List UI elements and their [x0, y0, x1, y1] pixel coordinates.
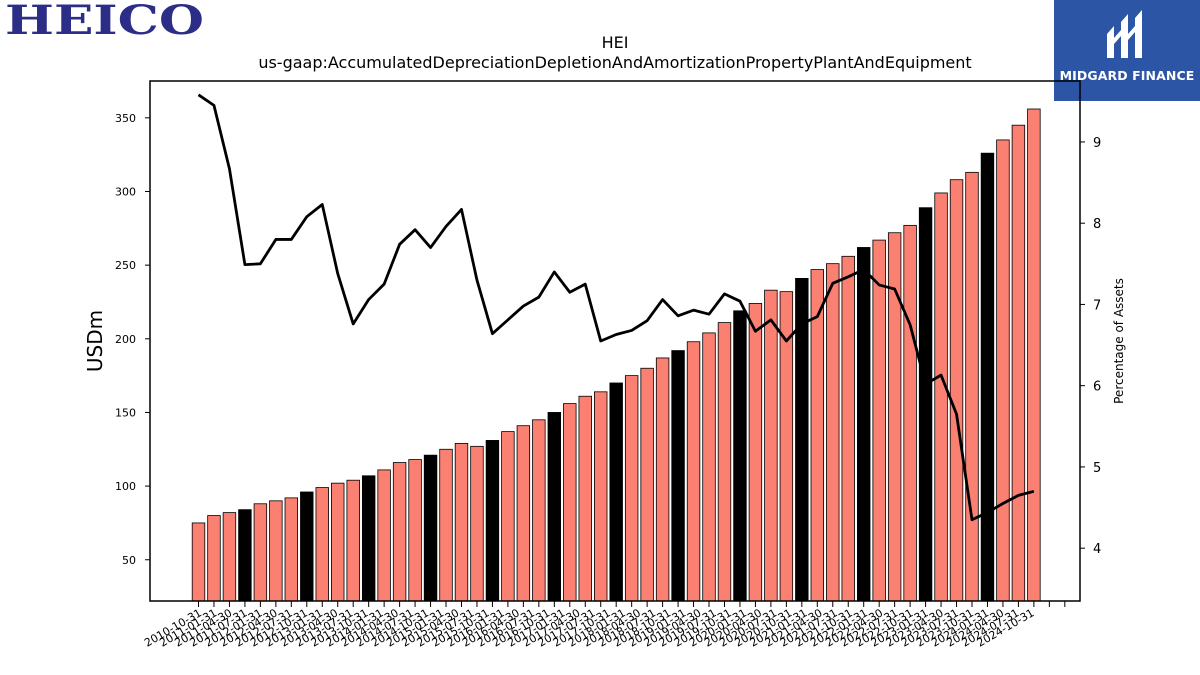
- percentage-line: [197, 93, 1035, 522]
- bar: [733, 310, 747, 602]
- bar: [764, 289, 778, 602]
- y-tick-label: 200: [115, 333, 136, 346]
- bar: [594, 391, 608, 602]
- y-tick-label: 300: [115, 185, 136, 198]
- bar: [934, 192, 948, 602]
- bar: [578, 395, 592, 602]
- bar: [269, 500, 283, 602]
- bar: [903, 224, 917, 602]
- bar: [485, 440, 500, 602]
- y-tick-label: 150: [115, 406, 136, 419]
- y2-tick-label: 7: [1093, 298, 1101, 313]
- bar: [454, 442, 469, 602]
- bar: [717, 322, 732, 602]
- bar: [253, 503, 268, 602]
- bar: [470, 445, 484, 602]
- bar: [408, 459, 422, 602]
- bar: [516, 425, 531, 602]
- heico-logo-mark: HEICO: [5, 0, 204, 44]
- y2-axis-label: Percentage of Assets: [1112, 278, 1126, 404]
- bar: [748, 303, 763, 602]
- bar: [1011, 124, 1026, 602]
- bar: [1027, 108, 1041, 602]
- bar: [300, 491, 314, 602]
- y-tick-label: 250: [115, 259, 136, 272]
- y-tick-label: 50: [122, 554, 136, 567]
- y2-tick-label: 9: [1093, 136, 1101, 151]
- bar: [238, 509, 252, 602]
- bar: [222, 512, 237, 602]
- bar: [207, 515, 221, 602]
- bar: [315, 487, 329, 602]
- y-tick-label: 100: [115, 480, 136, 493]
- chart-title: HEI: [602, 33, 629, 52]
- bar: [640, 367, 654, 602]
- midgard-finance-label: MIDGARD FINANCE: [1059, 68, 1195, 83]
- bar: [624, 375, 639, 602]
- bar: [841, 255, 855, 602]
- bar: [547, 412, 562, 602]
- y2-tick-label: 4: [1093, 542, 1101, 557]
- bar: [918, 207, 933, 602]
- bar: [563, 403, 577, 602]
- bar: [284, 497, 299, 602]
- bar: [609, 382, 623, 602]
- midgard-m-icon: [1107, 10, 1142, 58]
- bar: [686, 341, 701, 602]
- plot-frame: [149, 80, 1081, 602]
- bar: [532, 419, 546, 602]
- chart-subtitle: us-gaap:AccumulatedDepreciationDepletion…: [258, 53, 971, 72]
- bar: [346, 479, 360, 602]
- bar: [980, 152, 995, 602]
- bar: [331, 482, 345, 602]
- bar: [501, 431, 515, 602]
- bar: [361, 475, 376, 602]
- bar: [392, 462, 407, 602]
- bar: [191, 522, 206, 602]
- bar: [377, 469, 391, 602]
- heico-logo-text: HEICO: [5, 2, 204, 42]
- y-axis-label: USDm: [83, 310, 107, 372]
- bar: [702, 332, 716, 602]
- y-tick-label: 350: [115, 112, 136, 125]
- y2-tick-label: 8: [1093, 217, 1101, 232]
- y2-tick-label: 6: [1093, 380, 1101, 395]
- bar: [671, 350, 685, 602]
- bar: [423, 454, 438, 602]
- bar: [872, 239, 886, 602]
- bar: [949, 179, 964, 602]
- bar: [857, 247, 871, 602]
- y2-tick-label: 5: [1093, 461, 1101, 476]
- bar: [965, 171, 979, 602]
- bar: [996, 139, 1010, 602]
- bar: [655, 357, 670, 602]
- bar: [826, 263, 840, 602]
- bar: [439, 448, 453, 602]
- midgard-finance-logo: MIDGARD FINANCE: [1054, 0, 1200, 101]
- heico-logo: HEICO: [4, 0, 208, 46]
